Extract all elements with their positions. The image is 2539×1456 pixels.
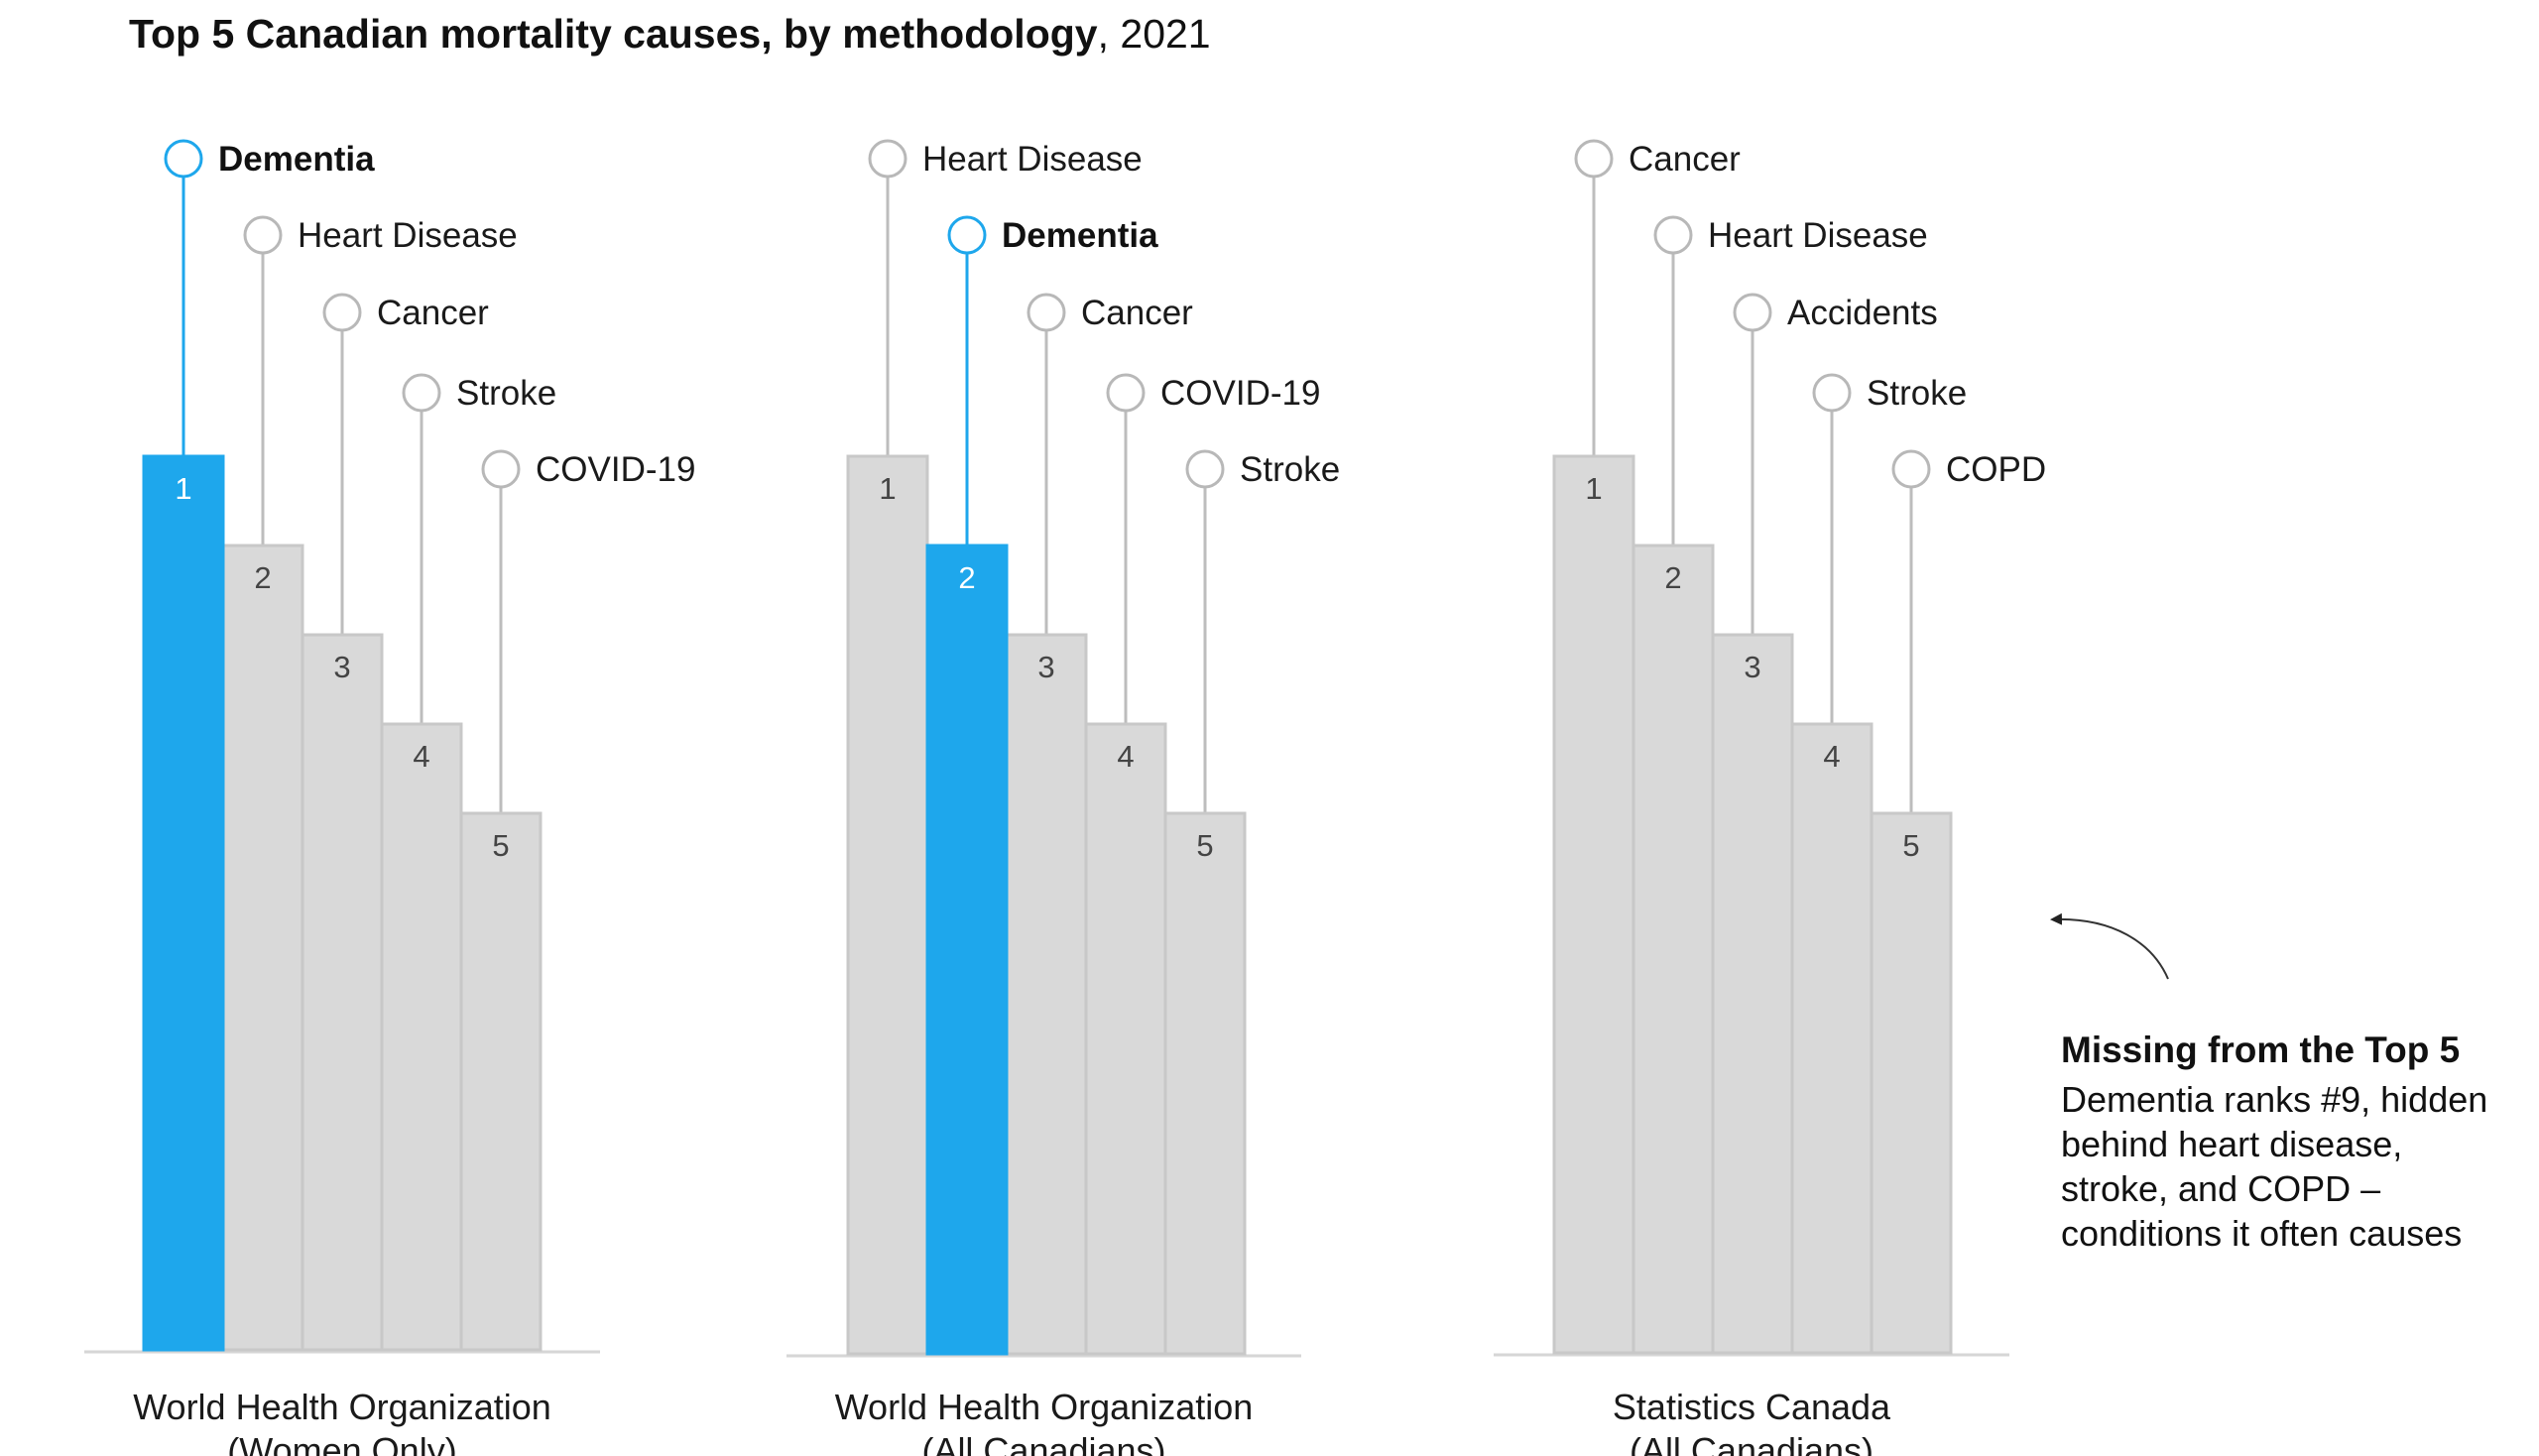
marker-circle (1185, 449, 1225, 489)
marker-circle (402, 373, 441, 413)
bar-rect (1870, 811, 1953, 1355)
marker-circle (868, 139, 907, 179)
marker-circle (1653, 215, 1693, 255)
cause-label: Cancer (1629, 140, 1741, 179)
cause-label: COVID-19 (1160, 374, 1320, 413)
bar-covid-19: 5 COVID-19 (459, 449, 695, 1352)
bar-heart-disease: 2 Heart Disease (221, 215, 518, 1352)
bar-stroke: 4 Stroke (1790, 373, 1967, 1355)
marker-circle (947, 215, 987, 255)
chart-group-1: 2 Heart Disease 3 Cancer 4 Stroke 5 COVID-19 1 De… (84, 139, 695, 1456)
cause-label: Heart Disease (298, 216, 518, 255)
cause-label: Cancer (1081, 294, 1193, 332)
bar-rect (1084, 722, 1167, 1356)
rank-label: 2 (1664, 560, 1681, 595)
marker-circle (481, 449, 521, 489)
bar-rect (301, 633, 384, 1352)
bar-dementia: 1 Dementia (142, 139, 375, 1352)
group-subtitle: (All Canadians) (921, 1430, 1165, 1456)
rank-label: 2 (254, 560, 271, 595)
marker-circle (164, 139, 203, 179)
bar-cancer: 1 Cancer (1552, 139, 1741, 1355)
marker-circle (1574, 139, 1614, 179)
rank-label: 1 (879, 471, 896, 506)
note-arrow (2050, 912, 2169, 980)
chart-title-text: Top 5 Canadian mortality causes, by meth… (129, 11, 1098, 57)
bar-rect (221, 544, 304, 1352)
annotation-heading: Missing from the Top 5 (2061, 1030, 2461, 1070)
bar-stroke: 5 Stroke (1163, 449, 1340, 1356)
bar-cancer: 3 Cancer (1005, 293, 1193, 1356)
chart-group-3: 1 Cancer 2 Heart Disease 3 Accidents 4 Stroke 5 C… (1494, 139, 2046, 1456)
cause-label: Heart Disease (922, 140, 1143, 179)
marker-circle (1891, 449, 1931, 489)
chart-group-2: 1 Heart Disease 3 Cancer 4 COVID-19 5 Stroke 2 De… (786, 139, 1340, 1456)
marker-circle (243, 215, 283, 255)
group-name: World Health Organization (835, 1387, 1254, 1427)
cause-label: Accidents (1787, 294, 1938, 332)
bar-rect (1552, 454, 1635, 1355)
marker-circle (1812, 373, 1852, 413)
cause-label: COVID-19 (536, 450, 695, 489)
chart-title: Top 5 Canadian mortality causes, by meth… (129, 4, 1211, 63)
bar-rect (1005, 633, 1088, 1356)
bar-rect (380, 722, 463, 1352)
cause-label: Dementia (218, 140, 375, 179)
rank-label: 4 (1823, 739, 1840, 774)
annotation-note: Missing from the Top 5 Dementia ranks #9… (2061, 1028, 2497, 1256)
bar-rect (846, 454, 929, 1356)
cause-label: Stroke (456, 374, 556, 413)
chart-title-sep: , (1097, 11, 1121, 57)
bar-covid-19: 4 COVID-19 (1084, 373, 1320, 1356)
bar-accidents: 3 Accidents (1711, 293, 1938, 1355)
rank-label: 5 (1902, 828, 1919, 863)
bar-rect (1632, 544, 1715, 1355)
marker-circle (1106, 373, 1146, 413)
cause-label: Stroke (1867, 374, 1967, 413)
chart-title-year: 2021 (1120, 11, 1211, 57)
marker-circle (322, 293, 362, 332)
marker-circle (1027, 293, 1066, 332)
annotation-body: Dementia ranks #9, hidden behind heart d… (2061, 1079, 2488, 1254)
rank-label: 3 (1744, 650, 1760, 684)
bar-heart-disease: 1 Heart Disease (846, 139, 1143, 1356)
rank-label: 1 (175, 471, 191, 506)
cause-label: Heart Disease (1708, 216, 1928, 255)
chart-groups: 2 Heart Disease 3 Cancer 4 Stroke 5 COVID-19 1 De… (84, 139, 2046, 1456)
bar-copd: 5 COPD (1870, 449, 2046, 1355)
bar-rect (925, 544, 1009, 1356)
group-name: Statistics Canada (1613, 1387, 1891, 1427)
rank-label: 4 (413, 739, 429, 774)
group-subtitle: (Women Only) (227, 1430, 456, 1456)
bar-heart-disease: 2 Heart Disease (1632, 215, 1928, 1355)
rank-label: 2 (958, 560, 975, 595)
cause-label: Cancer (377, 294, 489, 332)
marker-circle (1733, 293, 1772, 332)
cause-label: Dementia (1002, 216, 1158, 255)
rank-label: 1 (1585, 471, 1602, 506)
bar-rect (1163, 811, 1247, 1356)
rank-label: 5 (492, 828, 509, 863)
cause-label: COPD (1946, 450, 2046, 489)
rank-label: 3 (1037, 650, 1054, 684)
bar-dementia: 2 Dementia (925, 215, 1158, 1356)
bar-rect (1790, 722, 1874, 1355)
bar-rect (459, 811, 543, 1352)
bar-rect (142, 454, 225, 1352)
rank-label: 3 (333, 650, 350, 684)
group-subtitle: (All Canadians) (1630, 1430, 1874, 1456)
bar-rect (1711, 633, 1794, 1355)
group-name: World Health Organization (133, 1387, 551, 1427)
bar-cancer: 3 Cancer (301, 293, 489, 1352)
cause-label: Stroke (1240, 450, 1340, 489)
rank-label: 5 (1196, 828, 1213, 863)
rank-label: 4 (1117, 739, 1134, 774)
